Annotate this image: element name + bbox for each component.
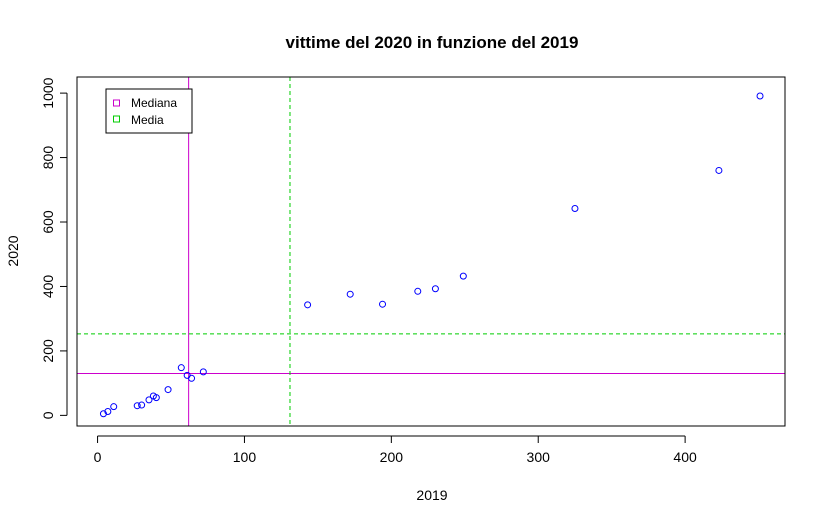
y-tick-label: 0 [40,411,56,419]
data-point [138,401,146,409]
x-axis: 0 100 200 300 400 [94,435,697,465]
plot-frame [76,76,786,427]
y-tick-label: 1000 [40,77,56,108]
data-point [304,301,312,309]
legend-box [105,88,193,134]
data-point [414,287,422,295]
data-point [110,403,118,411]
data-point [145,396,153,404]
x-tick-label: 400 [673,449,697,465]
reference-lines [77,77,785,426]
data-point [177,364,185,372]
data-point [715,166,723,174]
data-point [188,374,196,382]
data-point [164,386,172,394]
data-point [104,407,112,415]
legend-swatch-mediana [113,99,120,107]
y-axis-title: 2020 [5,235,21,266]
y-axis: 0 200 400 600 800 1000 [40,77,68,419]
x-axis-title: 2019 [416,487,447,503]
data-point [152,394,160,402]
data-point [379,300,387,308]
data-point [571,204,579,212]
x-tick-label: 100 [233,449,257,465]
chart-title: vittime del 2020 in funzione del 2019 [286,33,579,52]
y-tick-label: 800 [40,146,56,170]
data-points [99,92,764,418]
legend-label-media: Media [131,113,164,127]
legend-label-mediana: Mediana [131,96,177,110]
data-point [133,402,141,410]
x-tick-label: 0 [94,449,102,465]
data-point [756,92,764,100]
legend: Mediana Media [105,88,193,134]
data-point [199,368,207,376]
y-tick-label: 600 [40,210,56,234]
data-point [431,285,439,293]
legend-swatch-media [113,115,120,123]
y-tick-label: 200 [40,339,56,363]
data-point [346,290,354,298]
x-tick-label: 300 [527,449,551,465]
data-point [459,272,467,280]
x-tick-label: 200 [380,449,404,465]
y-tick-label: 400 [40,275,56,299]
